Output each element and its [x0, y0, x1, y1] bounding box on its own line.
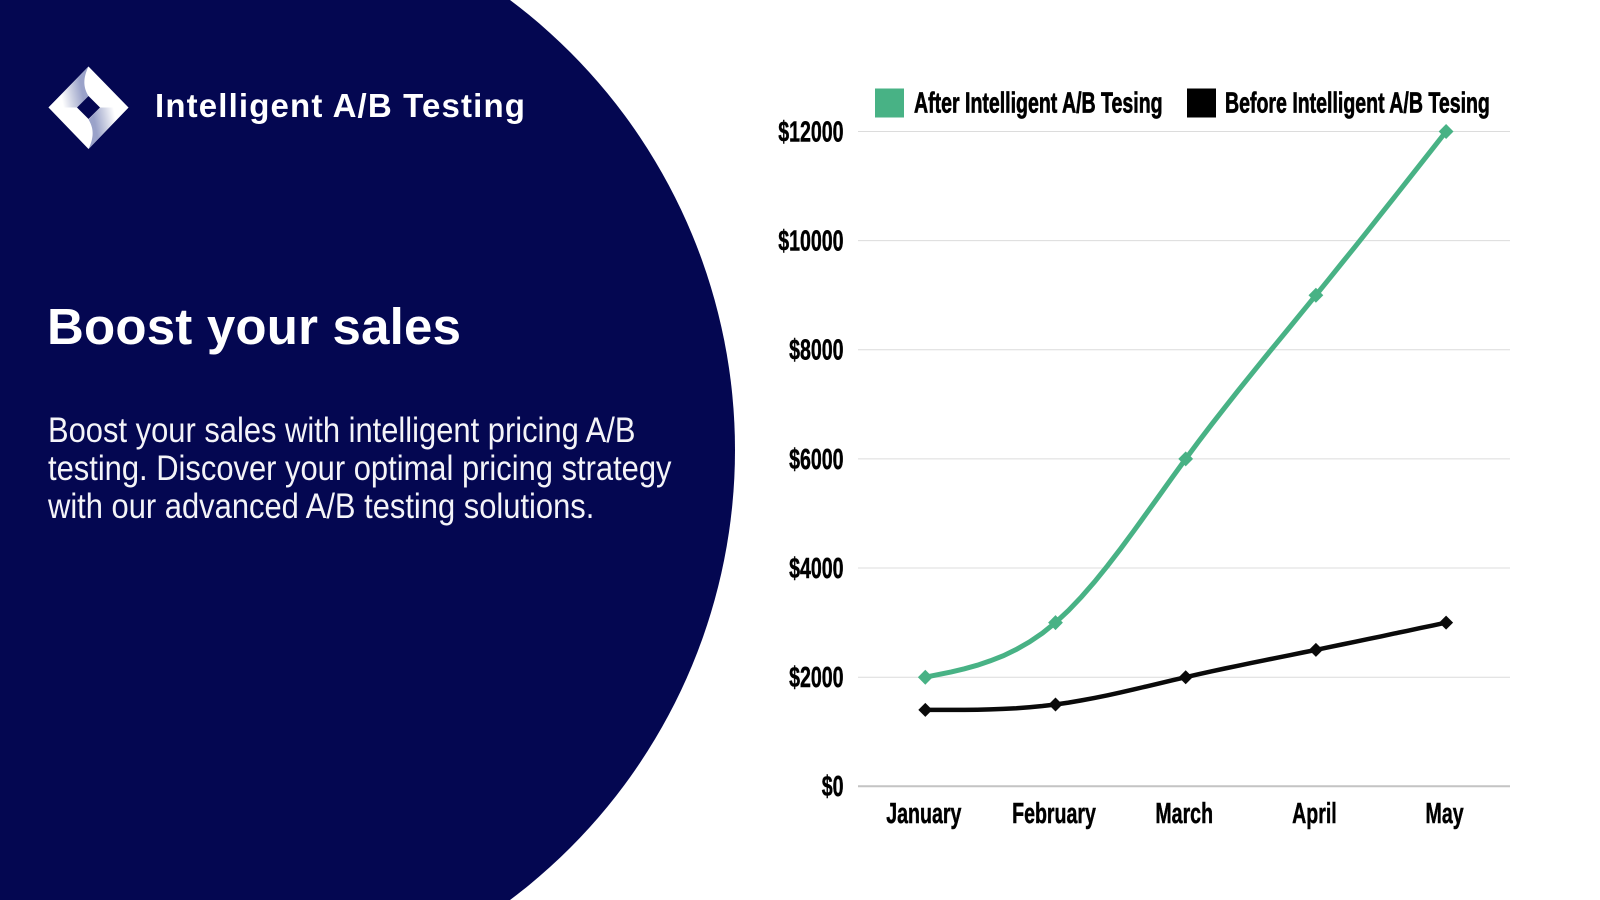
svg-text:$4000: $4000	[789, 553, 843, 585]
svg-text:$6000: $6000	[789, 444, 843, 476]
svg-text:March: March	[1155, 798, 1213, 830]
svg-text:After Intelligent A/B Tesing: After Intelligent A/B Tesing	[914, 88, 1163, 120]
svg-text:January: January	[886, 798, 961, 830]
svg-text:February: February	[1012, 798, 1096, 830]
svg-text:$0: $0	[822, 772, 844, 804]
svg-text:$12000: $12000	[778, 117, 843, 149]
svg-text:May: May	[1426, 798, 1464, 830]
svg-text:$10000: $10000	[778, 226, 843, 258]
svg-text:April: April	[1292, 798, 1337, 830]
svg-text:$2000: $2000	[789, 662, 843, 694]
svg-text:$8000: $8000	[789, 335, 843, 367]
svg-text:Before Intelligent A/B Tesing: Before Intelligent A/B Tesing	[1225, 88, 1490, 120]
